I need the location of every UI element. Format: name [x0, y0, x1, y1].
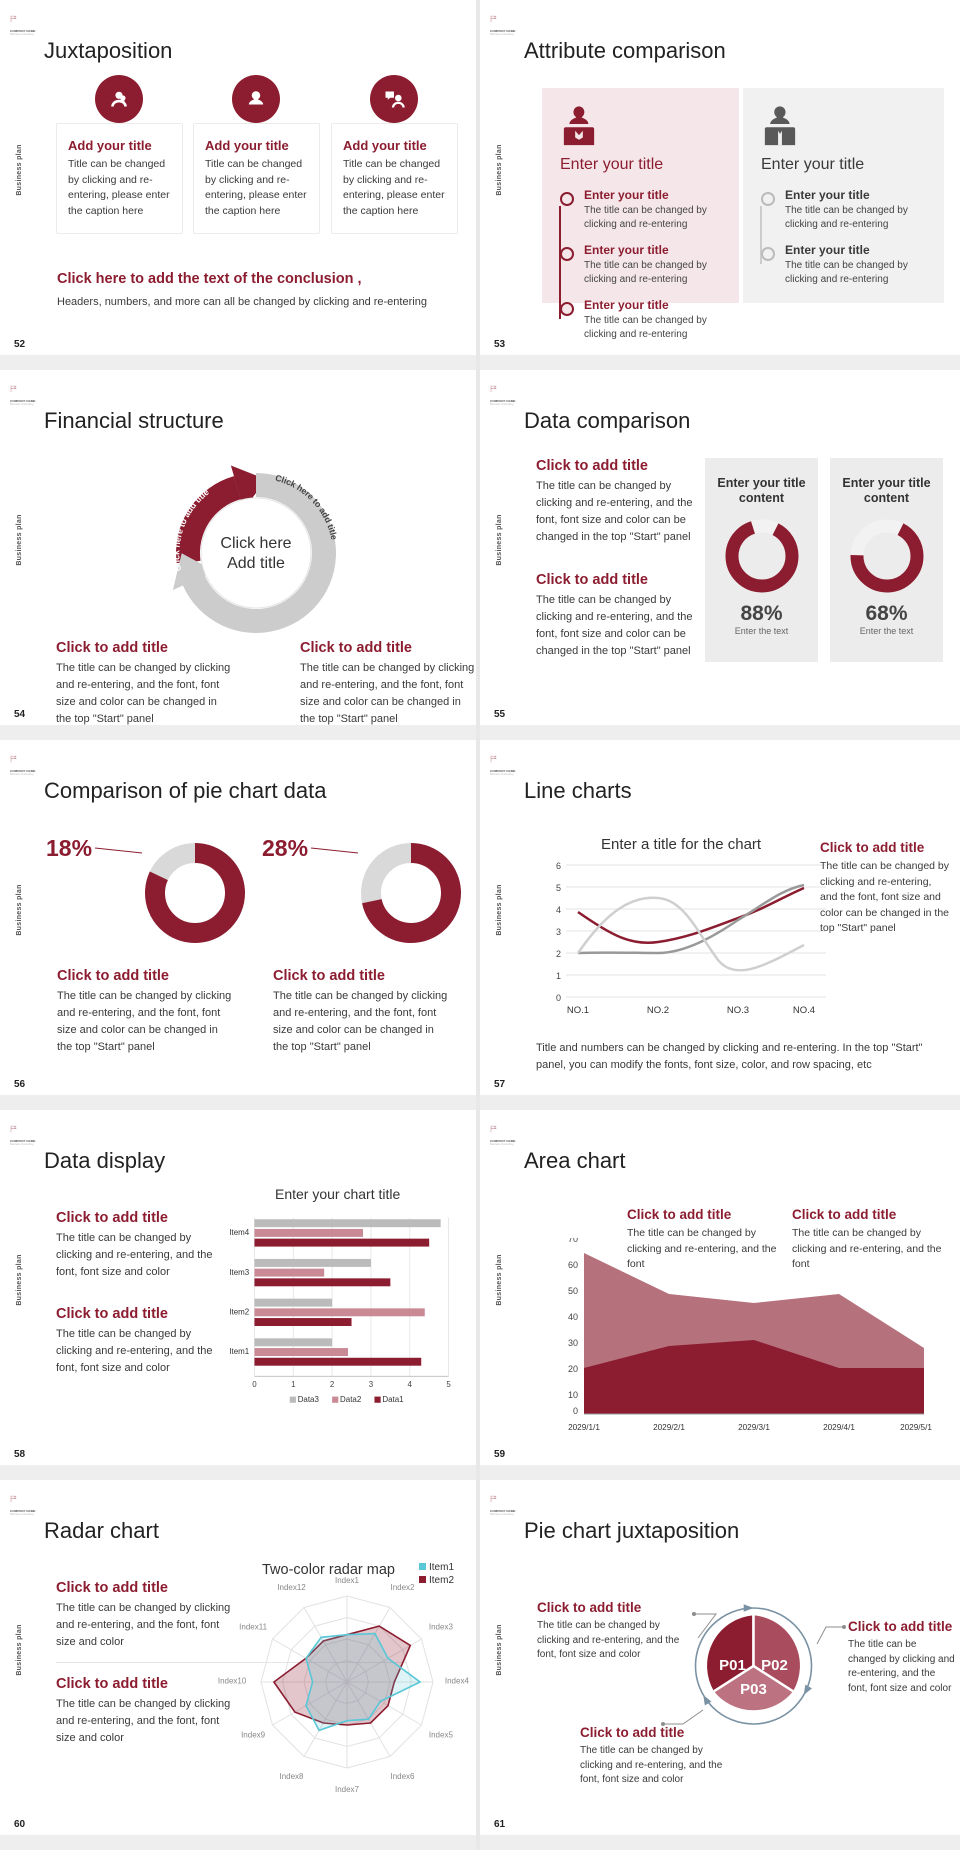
svg-text:Data1: Data1 [382, 1395, 404, 1404]
svg-text:70: 70 [568, 1238, 578, 1244]
svg-text:2029/4/1: 2029/4/1 [823, 1423, 855, 1432]
svg-text:40: 40 [568, 1312, 578, 1322]
svg-text:30: 30 [568, 1338, 578, 1348]
svg-text:2029/3/1: 2029/3/1 [738, 1423, 770, 1432]
svg-text:1: 1 [556, 971, 561, 981]
svg-text:NO.2: NO.2 [647, 1005, 669, 1016]
svg-text:Index11: Index11 [239, 1623, 267, 1632]
svg-text:Index3: Index3 [429, 1623, 454, 1632]
svg-text:2029/1/1: 2029/1/1 [568, 1423, 600, 1432]
svg-text:P03: P03 [740, 1681, 767, 1698]
svg-text:Index4: Index4 [445, 1677, 470, 1686]
svg-text:4: 4 [408, 1380, 413, 1389]
svg-text:Item2: Item2 [229, 1308, 249, 1317]
svg-text:2: 2 [556, 949, 561, 959]
svg-text:Index12: Index12 [277, 1583, 306, 1592]
svg-text:60: 60 [568, 1260, 578, 1270]
svg-text:Index1: Index1 [335, 1576, 360, 1585]
svg-text:Index2: Index2 [390, 1583, 415, 1592]
svg-text:Click here: Click here [220, 535, 291, 552]
svg-text:Index9: Index9 [241, 1731, 266, 1740]
svg-text:P02: P02 [761, 1657, 788, 1674]
svg-text:Item3: Item3 [229, 1268, 249, 1277]
svg-text:Index10: Index10 [218, 1677, 247, 1686]
svg-text:0: 0 [252, 1380, 257, 1389]
svg-text:4: 4 [556, 905, 561, 915]
svg-text:5: 5 [446, 1380, 451, 1389]
svg-text:3: 3 [369, 1380, 374, 1389]
svg-text:Index7: Index7 [335, 1785, 360, 1794]
svg-text:5: 5 [556, 883, 561, 893]
svg-text:Data3: Data3 [298, 1395, 320, 1404]
svg-text:Data2: Data2 [340, 1395, 362, 1404]
svg-text:3: 3 [556, 927, 561, 937]
svg-text:Index8: Index8 [279, 1772, 304, 1781]
svg-text:Item1: Item1 [229, 1347, 249, 1356]
svg-text:Item4: Item4 [229, 1228, 249, 1237]
svg-text:Index6: Index6 [390, 1772, 415, 1781]
svg-text:6: 6 [556, 861, 561, 871]
svg-text:10: 10 [568, 1390, 578, 1400]
svg-text:NO.4: NO.4 [793, 1005, 815, 1016]
svg-text:1: 1 [291, 1380, 296, 1389]
svg-text:NO.3: NO.3 [727, 1005, 749, 1016]
svg-text:2029/2/1: 2029/2/1 [653, 1423, 685, 1432]
svg-text:NO.1: NO.1 [567, 1005, 589, 1016]
svg-text:50: 50 [568, 1286, 578, 1296]
svg-text:Index5: Index5 [429, 1731, 454, 1740]
svg-text:2: 2 [330, 1380, 335, 1389]
svg-text:0: 0 [556, 993, 561, 1003]
svg-text:Add title: Add title [227, 555, 285, 572]
svg-text:0: 0 [573, 1406, 578, 1416]
svg-text:2029/5/1: 2029/5/1 [900, 1423, 932, 1432]
svg-text:20: 20 [568, 1364, 578, 1374]
svg-text:P01: P01 [719, 1657, 746, 1674]
